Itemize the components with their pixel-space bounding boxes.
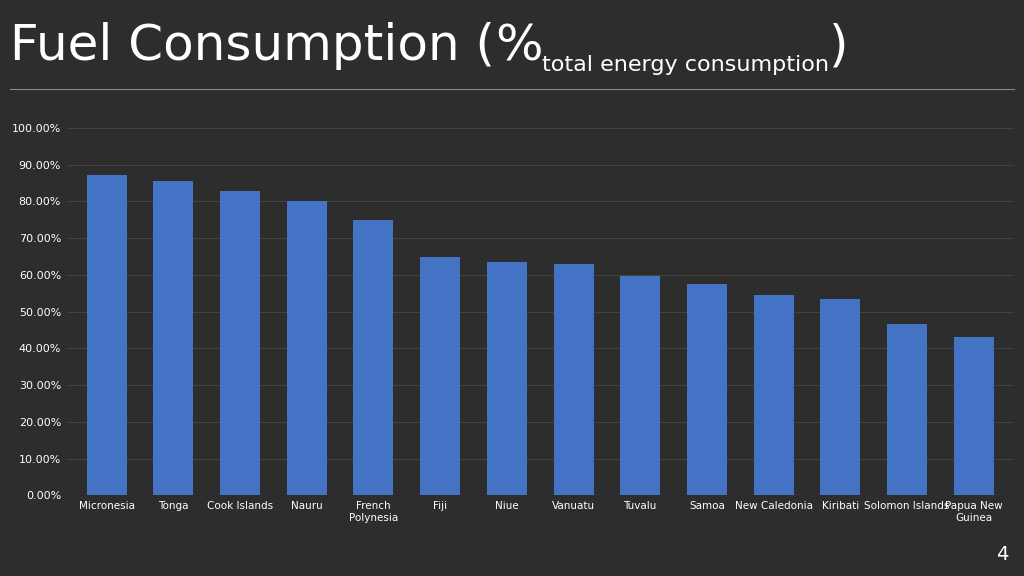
Bar bbox=[420, 257, 460, 495]
Text: %: % bbox=[495, 22, 543, 70]
Bar bbox=[687, 283, 727, 495]
Text: Fuel Consumption (: Fuel Consumption ( bbox=[10, 22, 495, 70]
Bar bbox=[754, 295, 794, 495]
Text: ): ) bbox=[829, 22, 849, 70]
Bar bbox=[887, 324, 927, 495]
Bar bbox=[820, 299, 860, 495]
Bar bbox=[220, 191, 260, 495]
Bar bbox=[621, 276, 660, 495]
Bar bbox=[953, 338, 993, 495]
Text: total energy consumption: total energy consumption bbox=[543, 55, 829, 75]
Bar bbox=[554, 264, 594, 495]
Bar bbox=[154, 181, 194, 495]
Bar bbox=[87, 175, 127, 495]
Bar bbox=[486, 262, 526, 495]
Bar bbox=[287, 202, 327, 495]
Text: 4: 4 bbox=[996, 545, 1009, 564]
Bar bbox=[353, 221, 393, 495]
